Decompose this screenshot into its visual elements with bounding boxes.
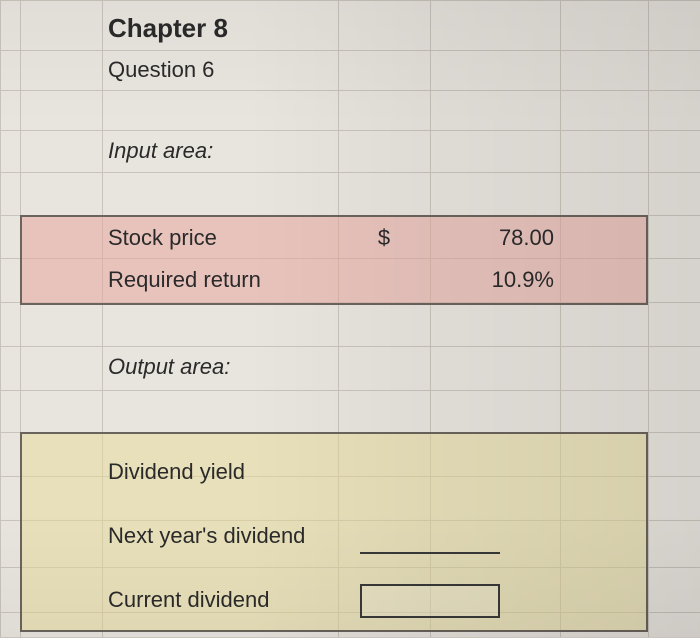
answer-underline[interactable] [360,552,500,554]
input-row-label: Required return [102,260,338,300]
question-number: Question 6 [102,50,338,90]
output-row-label: Next year's dividend [102,516,362,556]
input-row-currency: $ [338,218,430,258]
chapter-title: Chapter 8 [102,6,338,50]
input-row-value[interactable]: 78.00 [430,218,560,258]
output-row-label: Dividend yield [102,452,362,492]
spreadsheet-sheet: Chapter 8 Question 6 Input area: Stock p… [0,0,700,637]
answer-box[interactable] [360,584,500,618]
output-area-label: Output area: [102,346,338,388]
input-row-label: Stock price [102,218,338,258]
input-row-value[interactable]: 10.9% [430,260,560,300]
input-row-currency [338,260,430,300]
input-area-label: Input area: [102,130,338,172]
output-row-label: Current dividend [102,580,362,620]
